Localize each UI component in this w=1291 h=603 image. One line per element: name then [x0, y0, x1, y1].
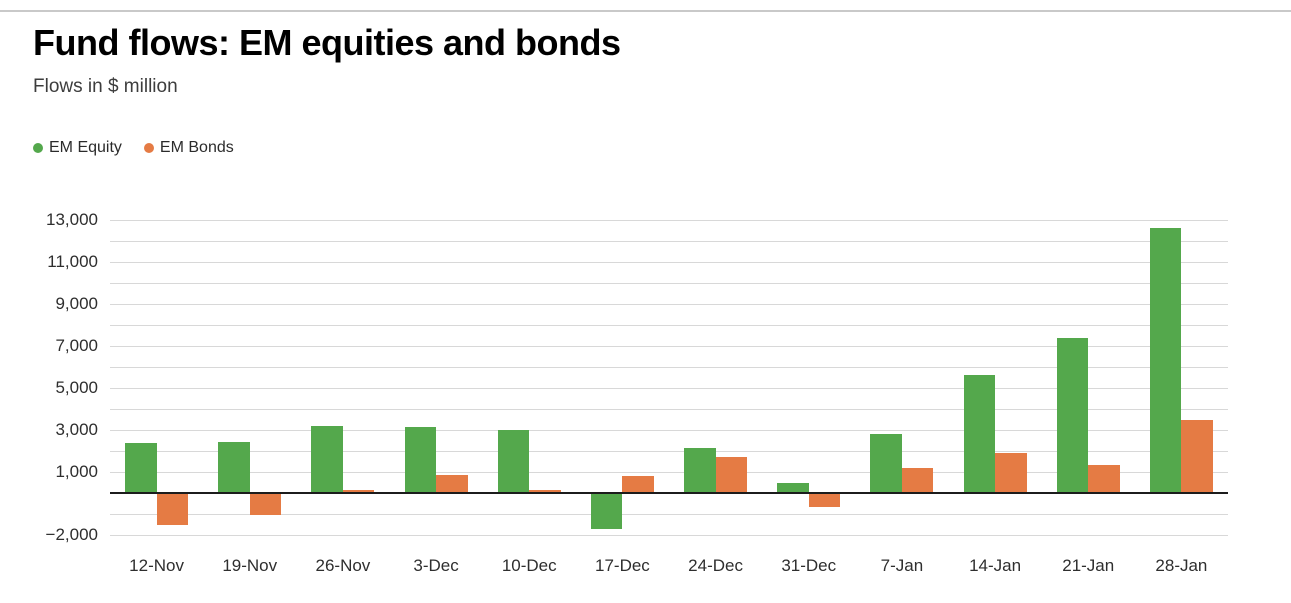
gridline: [110, 262, 1228, 263]
bar-em-equity: [404, 426, 437, 493]
gridline: [110, 430, 1228, 431]
x-axis-label: 12-Nov: [129, 556, 184, 575]
bar-em-equity: [125, 442, 157, 493]
top-border: [0, 10, 1291, 12]
bar-em-bonds: [1088, 464, 1120, 493]
y-axis-label: 1,000: [55, 462, 98, 481]
x-axis-label: 26-Nov: [315, 556, 371, 575]
bar-em-bonds: [901, 467, 934, 493]
zero-axis-line: [110, 492, 1228, 494]
x-axis-label: 10-Dec: [501, 556, 557, 575]
gridline: [110, 514, 1228, 515]
x-axis-label: 7-Jan: [880, 556, 924, 575]
bar-em-bonds: [529, 489, 561, 493]
gridline: [110, 346, 1228, 347]
legend-item-em-bonds: EM Bonds: [143, 139, 234, 157]
bar-em-bonds: [156, 493, 189, 525]
bar-em-equity: [870, 434, 902, 493]
gridline: [110, 283, 1228, 284]
gridline: [110, 409, 1228, 410]
bar-em-equity: [311, 425, 343, 493]
gridline: [110, 388, 1228, 389]
y-axis-label: 9,000: [55, 294, 98, 313]
bar-em-bonds: [342, 489, 375, 493]
legend: EM Equity EM Bonds: [33, 139, 234, 157]
bar-em-equity: [497, 430, 530, 493]
em-bonds-dot-icon: [143, 143, 154, 153]
legend-label-em-bonds: EM Bonds: [159, 139, 234, 156]
x-axis-label: 17-Dec: [595, 556, 650, 575]
gridline: [110, 451, 1228, 452]
gridline: [110, 325, 1228, 326]
x-axis-label: 14-Jan: [969, 556, 1022, 575]
legend-label-em-equity: EM Equity: [49, 139, 122, 156]
bar-em-bonds: [436, 475, 468, 493]
bar-em-bonds: [995, 453, 1027, 493]
x-axis-label: 19-Nov: [222, 556, 278, 575]
gridline: [110, 241, 1228, 242]
y-axis-label: 13,000: [46, 210, 98, 229]
y-axis-label: 11,000: [47, 252, 98, 271]
bar-em-equity: [777, 482, 809, 493]
y-axis-label: −2,000: [45, 525, 98, 544]
legend-item-em-equity: EM Equity: [33, 139, 122, 157]
bar-em-equity: [1056, 337, 1089, 493]
bar-em-bonds: [715, 457, 748, 493]
gridline: [110, 220, 1228, 221]
y-axis-label: 3,000: [55, 420, 98, 439]
chart-subtitle: Flows in $ million: [33, 76, 178, 97]
x-axis-label: 31-Dec: [781, 556, 837, 575]
bar-em-bonds: [249, 493, 282, 516]
gridline: [110, 472, 1228, 473]
bar-em-equity: [684, 447, 716, 493]
bar-em-bonds: [622, 476, 654, 493]
x-axis-label: 28-Jan: [1155, 556, 1208, 575]
gridline: [110, 535, 1228, 536]
chart-title: Fund flows: EM equities and bonds: [33, 22, 621, 63]
y-axis-label: 5,000: [55, 378, 98, 397]
x-axis-label: 3-Dec: [413, 556, 459, 575]
bar-em-equity: [590, 493, 623, 529]
bar-em-equity: [1149, 228, 1182, 493]
y-axis-label: 7,000: [55, 336, 98, 355]
x-axis-label: 24-Dec: [688, 556, 743, 575]
x-axis-label: 21-Jan: [1062, 556, 1115, 575]
bar-em-bonds: [808, 493, 841, 507]
bar-em-equity: [218, 441, 250, 493]
bar-em-equity: [963, 375, 996, 493]
bar-em-bonds: [1181, 419, 1213, 493]
gridline: [110, 367, 1228, 368]
gridline: [110, 304, 1228, 305]
em-equity-dot-icon: [33, 143, 43, 153]
